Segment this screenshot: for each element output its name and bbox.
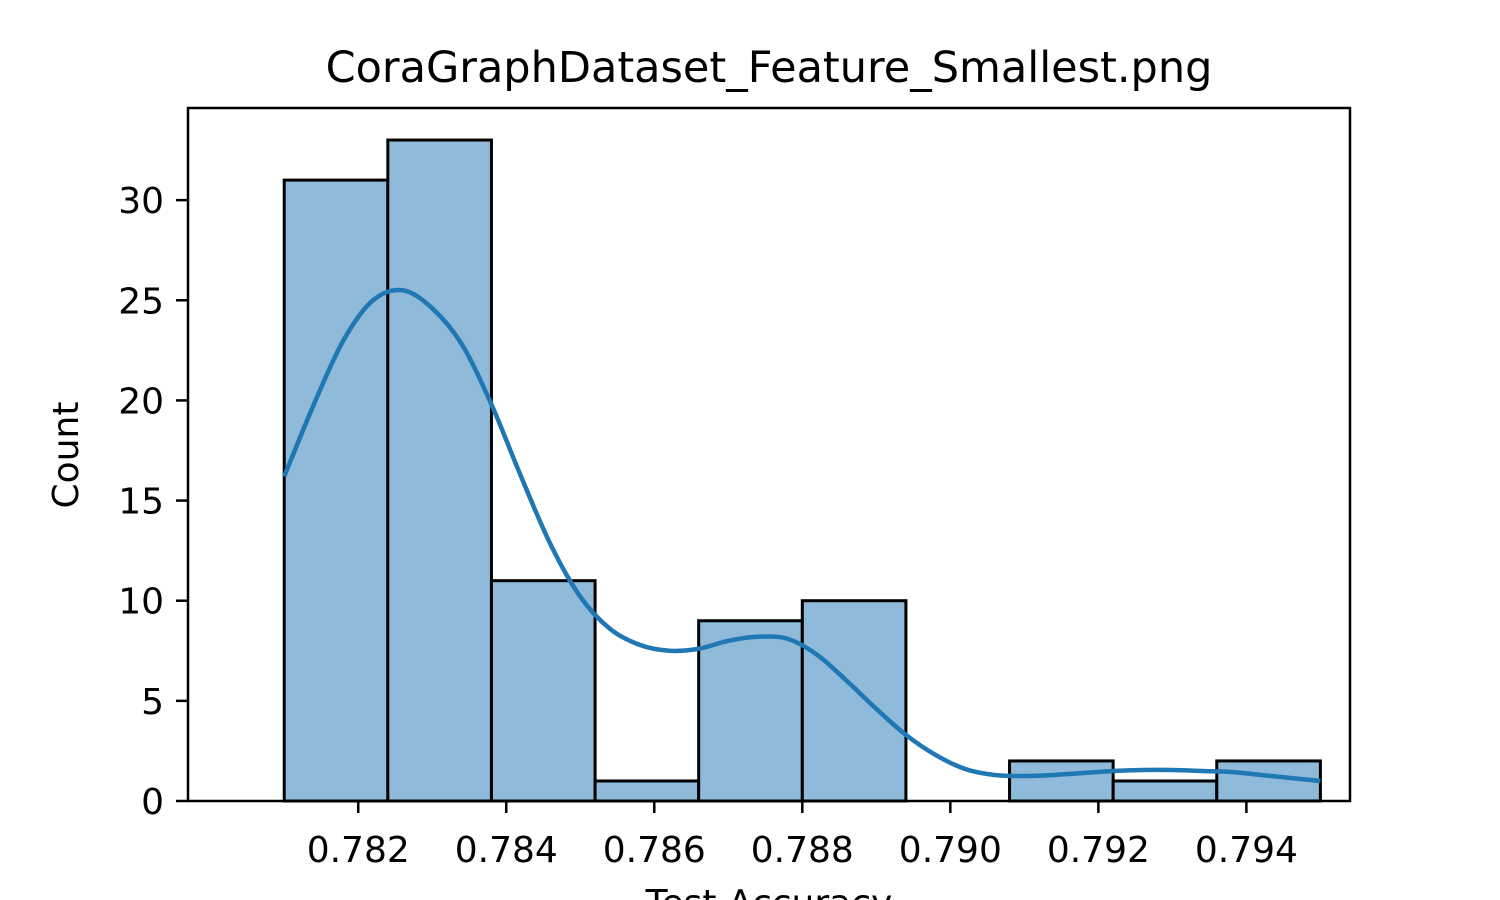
histogram-bar-4 xyxy=(593,779,701,803)
x-tick-label: 0.788 xyxy=(751,830,854,871)
y-tick-label: 0 xyxy=(141,782,164,823)
bars-group xyxy=(282,138,1322,803)
y-tick-label: 15 xyxy=(118,482,164,523)
y-tick-label: 25 xyxy=(118,281,164,322)
x-axis-title: Test Accuracy xyxy=(645,883,893,900)
x-axis-ticks: 0.782 0.784 0.786 0.788 0.790 0.792 0.794 xyxy=(307,801,1298,871)
y-axis-title: Count xyxy=(46,402,87,509)
y-tick-label: 10 xyxy=(118,582,164,623)
x-tick-label: 0.786 xyxy=(603,830,706,871)
histogram-bar-3 xyxy=(489,579,597,803)
chart-title: CoraGraphDataset_Feature_Smallest.png xyxy=(326,43,1213,93)
y-tick-label: 30 xyxy=(118,181,164,222)
x-tick-label: 0.792 xyxy=(1047,830,1150,871)
x-tick-label: 0.782 xyxy=(307,830,410,871)
kde-curve xyxy=(282,287,1321,784)
histogram-bar-9 xyxy=(1111,779,1219,803)
y-tick-label: 5 xyxy=(141,682,164,723)
y-axis-ticks: 0 5 10 15 20 25 30 xyxy=(118,181,188,823)
histogram-bar-1 xyxy=(282,178,390,803)
histogram-bar-8 xyxy=(1008,759,1115,803)
x-tick-label: 0.784 xyxy=(455,830,558,871)
x-tick-label: 0.794 xyxy=(1195,830,1298,871)
histogram-bar-6 xyxy=(800,599,908,803)
x-tick-label: 0.790 xyxy=(899,830,1002,871)
histogram-bar-5 xyxy=(697,619,804,803)
histogram-bar-2 xyxy=(386,138,493,803)
plot-frame xyxy=(186,106,1352,803)
y-tick-label: 20 xyxy=(118,381,164,422)
